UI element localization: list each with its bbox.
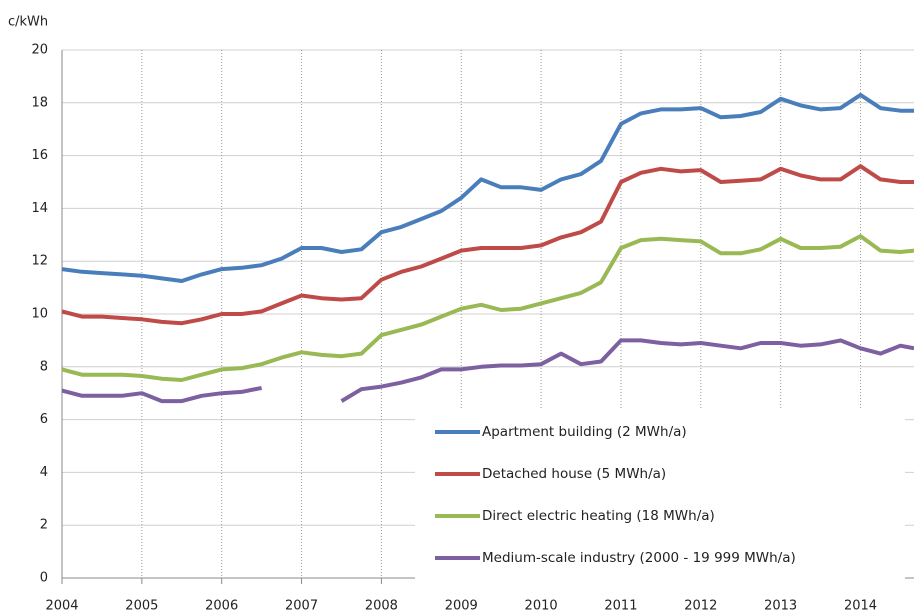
x-tick-label: 2006 [205, 599, 238, 614]
y-tick-label: 0 [40, 571, 48, 586]
y-tick-label: 20 [31, 43, 48, 58]
x-tick-label: 2011 [604, 599, 637, 614]
y-tick-label: 14 [31, 201, 48, 216]
x-tick-label: 2012 [684, 599, 717, 614]
y-tick-label: 8 [40, 359, 48, 374]
y-tick-label: 10 [31, 307, 48, 322]
x-tick-label: 2004 [45, 599, 78, 614]
series-line [61, 234, 914, 382]
x-tick-label: 2010 [525, 599, 558, 614]
y-tick-label: 6 [40, 412, 48, 427]
x-tick-label: 2009 [445, 599, 478, 614]
x-tick-label: 2007 [285, 599, 318, 614]
series-line [61, 92, 914, 283]
legend-label: Detached house (5 MWh/a) [482, 466, 666, 482]
legend-box [415, 410, 905, 596]
y-tick-label: 18 [31, 95, 48, 110]
x-tick-label: 2013 [764, 599, 797, 614]
legend-label: Medium-scale industry (2000 - 19 999 MWh… [482, 550, 796, 566]
legend-label: Direct electric heating (18 MWh/a) [482, 508, 715, 524]
legend-label: Apartment building (2 MWh/a) [482, 424, 687, 440]
x-tick-label: 2014 [844, 599, 877, 614]
x-tick-label: 2005 [125, 599, 158, 614]
y-tick-label: 2 [40, 518, 48, 533]
y-tick-label: 12 [31, 254, 48, 269]
y-axis-label: c/kWh [8, 15, 48, 30]
y-tick-label: 16 [31, 148, 48, 163]
series-line [61, 164, 914, 326]
y-tick-label: 4 [40, 465, 48, 480]
x-tick-label: 2008 [365, 599, 398, 614]
series-line [61, 338, 914, 404]
